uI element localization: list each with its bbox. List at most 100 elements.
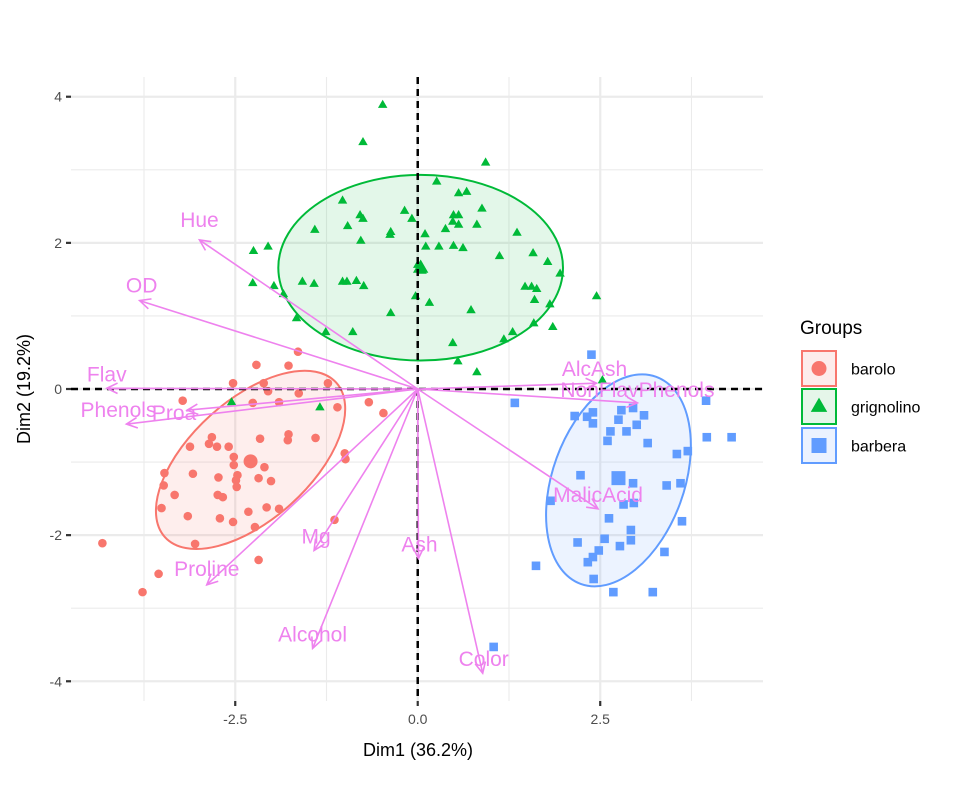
data-point-grignolino bbox=[548, 321, 558, 330]
data-point-barbera bbox=[626, 535, 636, 545]
arrowhead-icon bbox=[585, 377, 599, 390]
arrowhead-icon bbox=[137, 298, 152, 310]
data-point-grignolino bbox=[358, 280, 369, 290]
data-point-grignolino bbox=[263, 241, 273, 250]
variable-arrow-proa bbox=[185, 388, 418, 416]
data-point-barolo bbox=[259, 378, 269, 388]
data-point-grignolino bbox=[297, 276, 308, 285]
data-point-grignolino bbox=[351, 275, 362, 284]
data-point-grignolino bbox=[385, 229, 395, 238]
legend-triangle-icon bbox=[810, 397, 828, 412]
data-point-grignolino bbox=[528, 248, 538, 257]
data-point-barbera bbox=[576, 470, 585, 480]
data-point-barolo bbox=[254, 555, 263, 565]
data-point-barbera bbox=[632, 420, 642, 430]
data-point-grignolino bbox=[453, 356, 463, 365]
legend-item-barbera: barbera bbox=[801, 427, 906, 464]
data-point-grignolino bbox=[421, 241, 431, 250]
data-point-grignolino bbox=[226, 397, 237, 406]
data-point-grignolino bbox=[591, 291, 602, 300]
data-point-barolo bbox=[379, 408, 388, 418]
data-point-grignolino bbox=[248, 245, 259, 255]
data-point-grignolino bbox=[448, 337, 458, 347]
data-point-barbera bbox=[573, 538, 582, 547]
data-point-grignolino bbox=[529, 318, 539, 327]
data-point-grignolino bbox=[477, 203, 487, 212]
data-point-grignolino bbox=[453, 219, 464, 228]
data-point-barbera bbox=[643, 438, 652, 448]
data-point-grignolino bbox=[458, 242, 468, 252]
data-point-barolo bbox=[266, 476, 276, 486]
data-point-barbera bbox=[662, 481, 671, 490]
x-tick-label: -2.5 bbox=[223, 711, 247, 727]
data-point-barolo bbox=[183, 511, 193, 521]
data-point-barbera bbox=[609, 587, 618, 597]
data-point-grignolino bbox=[472, 367, 482, 376]
data-point-grignolino bbox=[512, 227, 522, 236]
data-point-barolo bbox=[262, 503, 271, 512]
data-point-barolo bbox=[323, 378, 333, 388]
variable-label-hue: Hue bbox=[180, 209, 219, 232]
legend-item-grignolino: grignolino bbox=[801, 388, 920, 425]
data-point-barbera bbox=[589, 574, 598, 584]
legend-label: barbera bbox=[851, 439, 906, 456]
arrowhead-icon bbox=[311, 636, 323, 651]
data-point-grignolino bbox=[472, 219, 482, 228]
data-point-barolo bbox=[98, 538, 107, 548]
data-point-barolo bbox=[154, 569, 163, 579]
data-point-barolo bbox=[207, 432, 217, 442]
data-point-grignolino bbox=[507, 326, 518, 336]
variable-arrow-od bbox=[137, 298, 418, 390]
data-point-grignolino bbox=[494, 250, 505, 260]
data-point-barbera bbox=[628, 403, 638, 413]
legend: Groups barolo grignolino barbera bbox=[800, 318, 920, 464]
data-point-barolo bbox=[228, 378, 238, 388]
data-point-grignolino bbox=[337, 195, 348, 204]
data-point-barbera bbox=[588, 419, 598, 428]
data-point-barolo bbox=[159, 481, 169, 490]
data-point-barbera bbox=[672, 449, 682, 459]
data-point-grignolino bbox=[531, 283, 542, 293]
variable-arrow-flav bbox=[104, 382, 418, 395]
y-axis-title: Dim2 (19.2%) bbox=[14, 334, 34, 444]
data-point-grignolino bbox=[385, 307, 396, 317]
data-point-barolo bbox=[364, 397, 374, 407]
legend-item-barolo: barolo bbox=[801, 350, 896, 387]
data-point-grignolino bbox=[315, 402, 325, 411]
data-point-barolo bbox=[190, 539, 200, 549]
legend-label: grignolino bbox=[851, 400, 920, 417]
data-point-grignolino bbox=[545, 299, 555, 308]
data-point-grignolino bbox=[269, 280, 279, 290]
data-point-barolo bbox=[204, 439, 214, 449]
y-tick-label: 4 bbox=[54, 89, 62, 105]
arrowhead-icon bbox=[586, 498, 600, 510]
data-point-grignolino bbox=[424, 297, 435, 306]
data-point-grignolino bbox=[499, 334, 509, 343]
variable-label-ash: Ash bbox=[401, 534, 437, 557]
variable-arrow-alcash bbox=[417, 377, 599, 390]
variable-label-mg: Mg bbox=[301, 525, 330, 548]
data-point-barolo bbox=[229, 460, 239, 470]
data-point-grignolino bbox=[520, 281, 530, 290]
data-point-barolo bbox=[228, 517, 238, 527]
data-point-barolo bbox=[274, 504, 284, 514]
arrowhead-icon bbox=[124, 416, 139, 429]
variable-label-nonflavphenols: NonFlavPhenols bbox=[560, 379, 714, 402]
data-point-barbera bbox=[614, 415, 623, 424]
data-point-barbera bbox=[622, 427, 631, 436]
data-point-barolo bbox=[224, 442, 233, 452]
data-point-barolo bbox=[229, 452, 239, 462]
arrowhead-icon bbox=[205, 573, 219, 587]
data-points bbox=[98, 99, 736, 652]
variable-arrow-phenols bbox=[124, 388, 418, 429]
data-point-barbera bbox=[582, 412, 592, 422]
data-point-barbera bbox=[626, 525, 636, 535]
legend-title: Groups bbox=[800, 318, 862, 339]
data-point-barbera bbox=[615, 541, 625, 551]
data-point-grignolino bbox=[399, 205, 410, 214]
data-point-barolo bbox=[215, 514, 225, 523]
data-point-grignolino bbox=[342, 220, 353, 230]
data-point-barolo bbox=[254, 473, 263, 483]
